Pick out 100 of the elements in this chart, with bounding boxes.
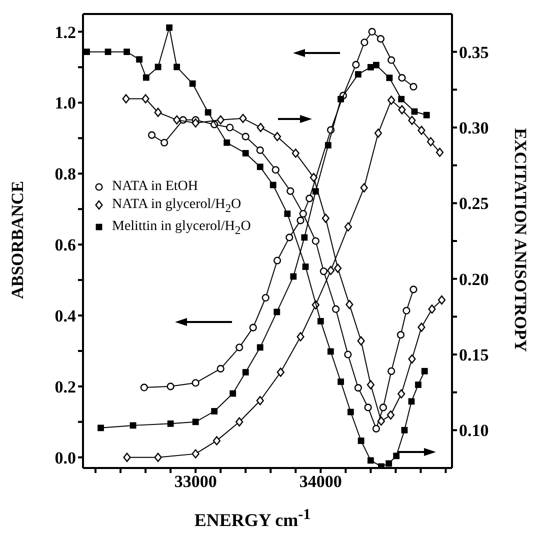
point [154, 64, 162, 70]
point [438, 295, 446, 305]
point [388, 367, 396, 375]
point [418, 322, 426, 332]
point [421, 368, 428, 374]
point [174, 64, 180, 70]
point [358, 438, 364, 444]
point [230, 390, 236, 397]
point [249, 324, 257, 332]
y2-tick-label: 0.15 [459, 346, 489, 365]
y2-axis-title: EXCITATION ANISOTROPY [511, 128, 530, 352]
point [122, 94, 130, 104]
point [379, 404, 388, 412]
point [423, 112, 430, 118]
point [344, 350, 352, 358]
point [84, 48, 90, 56]
point [373, 62, 380, 68]
point [354, 384, 362, 392]
point [376, 35, 384, 43]
point [292, 148, 300, 158]
point [347, 408, 354, 416]
point [173, 115, 181, 125]
point [130, 422, 136, 429]
y-tick-label: 0.4 [54, 306, 76, 326]
point [388, 56, 396, 64]
point [98, 424, 104, 432]
point [415, 382, 422, 388]
point [368, 28, 376, 36]
point [104, 48, 112, 56]
point [211, 408, 218, 414]
point [212, 436, 221, 446]
point [236, 344, 244, 352]
point [322, 214, 330, 223]
point [346, 300, 354, 310]
point [276, 368, 284, 377]
point [306, 194, 314, 202]
point [142, 94, 150, 104]
point [386, 410, 395, 420]
point [273, 132, 282, 142]
point [216, 115, 224, 125]
point [284, 210, 291, 217]
y2-tick-label: 0.10 [459, 421, 489, 440]
point [242, 369, 249, 376]
point [396, 331, 405, 339]
point [402, 306, 410, 314]
point [154, 452, 162, 462]
y-tick-label: 1.2 [54, 22, 76, 42]
point [142, 74, 150, 81]
point [338, 378, 344, 385]
point [302, 264, 309, 270]
y-tick-label: 0.6 [54, 236, 76, 255]
y-tick-label: 0.0 [54, 448, 76, 468]
point [360, 183, 368, 192]
point [148, 131, 156, 139]
point [436, 148, 444, 157]
point [256, 122, 264, 132]
point [160, 138, 168, 146]
point [270, 182, 276, 188]
point [372, 424, 380, 432]
point [334, 264, 342, 273]
point [386, 74, 393, 82]
point [166, 382, 174, 390]
point [367, 457, 374, 464]
point [286, 187, 294, 195]
point [242, 150, 249, 156]
x-tick-label: 34000 [299, 472, 342, 492]
point [354, 71, 362, 78]
legend-label: NATA in EtOH [112, 179, 198, 194]
point [226, 124, 234, 132]
point [166, 24, 173, 31]
point [366, 380, 374, 390]
point [352, 60, 360, 69]
y2-tick-label: 0.20 [459, 270, 489, 289]
point [418, 126, 426, 135]
point [428, 304, 436, 314]
legend-label: NATA in glycerol/H$_{2}$O [112, 197, 242, 215]
point [286, 234, 294, 242]
point [272, 166, 280, 174]
point [388, 96, 396, 105]
y2-tick-label: 0.25 [459, 194, 489, 214]
y-axis-title: ABSORBANCE [8, 180, 27, 300]
x-tick-label: 33000 [174, 472, 217, 492]
point [124, 48, 130, 56]
point [299, 210, 307, 218]
point [224, 139, 230, 146]
point [256, 146, 264, 154]
point [167, 420, 174, 427]
point [189, 80, 196, 87]
point [301, 234, 308, 241]
point [410, 82, 418, 91]
point [344, 222, 352, 232]
point [256, 164, 264, 170]
point [136, 56, 142, 63]
x-axis-title: ENERGY cm$^{-1}$ [194, 507, 311, 530]
point [398, 389, 406, 398]
point [408, 398, 415, 405]
point [296, 332, 304, 342]
point [256, 396, 264, 406]
point [408, 354, 416, 364]
legend-label: Melittin in glycerol/H$_{2}$O [112, 218, 251, 237]
